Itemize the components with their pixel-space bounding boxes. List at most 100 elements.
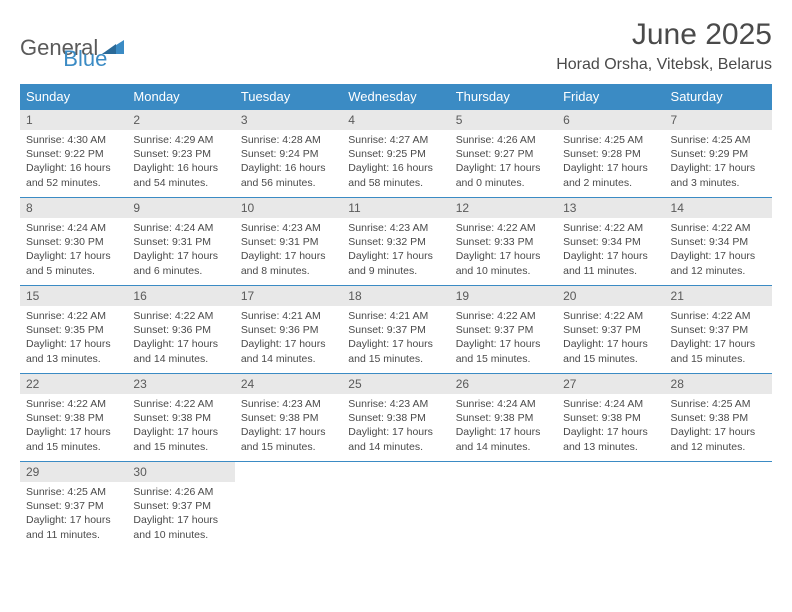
day-number: 23	[127, 374, 234, 394]
day-info: Sunrise: 4:22 AMSunset: 9:34 PMDaylight:…	[557, 218, 664, 284]
calendar-cell: 23Sunrise: 4:22 AMSunset: 9:38 PMDayligh…	[127, 374, 234, 462]
daylight-text: Daylight: 17 hours and 11 minutes.	[26, 513, 121, 541]
calendar-cell: 21Sunrise: 4:22 AMSunset: 9:37 PMDayligh…	[665, 286, 772, 374]
daylight-text: Daylight: 17 hours and 8 minutes.	[241, 249, 336, 277]
day-info: Sunrise: 4:23 AMSunset: 9:31 PMDaylight:…	[235, 218, 342, 284]
day-info: Sunrise: 4:22 AMSunset: 9:38 PMDaylight:…	[20, 394, 127, 460]
calendar-cell: 13Sunrise: 4:22 AMSunset: 9:34 PMDayligh…	[557, 198, 664, 286]
sunset-text: Sunset: 9:38 PM	[241, 411, 336, 425]
day-number: 10	[235, 198, 342, 218]
calendar-cell: 19Sunrise: 4:22 AMSunset: 9:37 PMDayligh…	[450, 286, 557, 374]
day-info: Sunrise: 4:30 AMSunset: 9:22 PMDaylight:…	[20, 130, 127, 196]
day-info: Sunrise: 4:22 AMSunset: 9:36 PMDaylight:…	[127, 306, 234, 372]
calendar-cell: 24Sunrise: 4:23 AMSunset: 9:38 PMDayligh…	[235, 374, 342, 462]
sunset-text: Sunset: 9:38 PM	[563, 411, 658, 425]
day-info: Sunrise: 4:25 AMSunset: 9:28 PMDaylight:…	[557, 130, 664, 196]
sunrise-text: Sunrise: 4:22 AM	[26, 309, 121, 323]
daylight-text: Daylight: 17 hours and 14 minutes.	[241, 337, 336, 365]
day-number: 16	[127, 286, 234, 306]
day-number: 17	[235, 286, 342, 306]
sunset-text: Sunset: 9:30 PM	[26, 235, 121, 249]
sunrise-text: Sunrise: 4:24 AM	[563, 397, 658, 411]
calendar-row: 22Sunrise: 4:22 AMSunset: 9:38 PMDayligh…	[20, 374, 772, 462]
day-number: 26	[450, 374, 557, 394]
daylight-text: Daylight: 17 hours and 5 minutes.	[26, 249, 121, 277]
logo-text-blue: Blue	[63, 46, 107, 72]
calendar-cell: 12Sunrise: 4:22 AMSunset: 9:33 PMDayligh…	[450, 198, 557, 286]
sunrise-text: Sunrise: 4:25 AM	[26, 485, 121, 499]
daylight-text: Daylight: 17 hours and 0 minutes.	[456, 161, 551, 189]
day-number: 18	[342, 286, 449, 306]
sunrise-text: Sunrise: 4:24 AM	[456, 397, 551, 411]
calendar-cell: 15Sunrise: 4:22 AMSunset: 9:35 PMDayligh…	[20, 286, 127, 374]
day-info: Sunrise: 4:21 AMSunset: 9:36 PMDaylight:…	[235, 306, 342, 372]
daylight-text: Daylight: 16 hours and 58 minutes.	[348, 161, 443, 189]
daylight-text: Daylight: 16 hours and 54 minutes.	[133, 161, 228, 189]
sunset-text: Sunset: 9:38 PM	[348, 411, 443, 425]
sunset-text: Sunset: 9:31 PM	[241, 235, 336, 249]
day-info: Sunrise: 4:23 AMSunset: 9:32 PMDaylight:…	[342, 218, 449, 284]
calendar-cell: 8Sunrise: 4:24 AMSunset: 9:30 PMDaylight…	[20, 198, 127, 286]
day-number: 4	[342, 110, 449, 130]
sunrise-text: Sunrise: 4:25 AM	[671, 397, 766, 411]
day-number: 13	[557, 198, 664, 218]
sunrise-text: Sunrise: 4:22 AM	[133, 309, 228, 323]
calendar-cell: 11Sunrise: 4:23 AMSunset: 9:32 PMDayligh…	[342, 198, 449, 286]
day-number: 20	[557, 286, 664, 306]
day-info: Sunrise: 4:27 AMSunset: 9:25 PMDaylight:…	[342, 130, 449, 196]
daylight-text: Daylight: 17 hours and 12 minutes.	[671, 425, 766, 453]
sunrise-text: Sunrise: 4:23 AM	[348, 397, 443, 411]
calendar-cell: 28Sunrise: 4:25 AMSunset: 9:38 PMDayligh…	[665, 374, 772, 462]
day-number: 6	[557, 110, 664, 130]
daylight-text: Daylight: 17 hours and 15 minutes.	[671, 337, 766, 365]
day-info: Sunrise: 4:24 AMSunset: 9:31 PMDaylight:…	[127, 218, 234, 284]
dayheader-wednesday: Wednesday	[342, 84, 449, 110]
day-number: 9	[127, 198, 234, 218]
sunset-text: Sunset: 9:38 PM	[456, 411, 551, 425]
sunrise-text: Sunrise: 4:22 AM	[133, 397, 228, 411]
calendar-table: Sunday Monday Tuesday Wednesday Thursday…	[20, 84, 772, 550]
daylight-text: Daylight: 17 hours and 15 minutes.	[133, 425, 228, 453]
sunrise-text: Sunrise: 4:22 AM	[671, 309, 766, 323]
day-info: Sunrise: 4:22 AMSunset: 9:37 PMDaylight:…	[665, 306, 772, 372]
calendar-cell: 22Sunrise: 4:22 AMSunset: 9:38 PMDayligh…	[20, 374, 127, 462]
sunrise-text: Sunrise: 4:23 AM	[241, 221, 336, 235]
calendar-cell: 29 Sunrise: 4:25 AMSunset: 9:37 PMDayligh…	[20, 462, 127, 550]
day-info: Sunrise: 4:29 AMSunset: 9:23 PMDaylight:…	[127, 130, 234, 196]
sunrise-text: Sunrise: 4:22 AM	[671, 221, 766, 235]
sunrise-text: Sunrise: 4:21 AM	[241, 309, 336, 323]
day-number: 29	[20, 462, 127, 482]
day-info: Sunrise: 4:24 AMSunset: 9:38 PMDaylight:…	[557, 394, 664, 460]
daylight-text: Daylight: 17 hours and 10 minutes.	[456, 249, 551, 277]
daylight-text: Daylight: 17 hours and 15 minutes.	[26, 425, 121, 453]
daylight-text: Daylight: 16 hours and 56 minutes.	[241, 161, 336, 189]
calendar-cell	[665, 462, 772, 550]
day-info: Sunrise: 4:21 AMSunset: 9:37 PMDaylight:…	[342, 306, 449, 372]
daylight-text: Daylight: 17 hours and 9 minutes.	[348, 249, 443, 277]
calendar-cell: 17Sunrise: 4:21 AMSunset: 9:36 PMDayligh…	[235, 286, 342, 374]
calendar-cell: 3Sunrise: 4:28 AMSunset: 9:24 PMDaylight…	[235, 110, 342, 198]
sunrise-text: Sunrise: 4:22 AM	[563, 309, 658, 323]
calendar-cell: 27Sunrise: 4:24 AMSunset: 9:38 PMDayligh…	[557, 374, 664, 462]
calendar-cell: 4Sunrise: 4:27 AMSunset: 9:25 PMDaylight…	[342, 110, 449, 198]
dayheader-saturday: Saturday	[665, 84, 772, 110]
day-info: Sunrise: 4:24 AMSunset: 9:30 PMDaylight:…	[20, 218, 127, 284]
sunset-text: Sunset: 9:34 PM	[563, 235, 658, 249]
calendar-cell: 14Sunrise: 4:22 AMSunset: 9:34 PMDayligh…	[665, 198, 772, 286]
sunset-text: Sunset: 9:37 PM	[26, 499, 121, 513]
sunset-text: Sunset: 9:32 PM	[348, 235, 443, 249]
sunset-text: Sunset: 9:34 PM	[671, 235, 766, 249]
sunrise-text: Sunrise: 4:27 AM	[348, 133, 443, 147]
day-info: Sunrise: 4:22 AMSunset: 9:38 PMDaylight:…	[127, 394, 234, 460]
day-info: Sunrise: 4:22 AMSunset: 9:35 PMDaylight:…	[20, 306, 127, 372]
daylight-text: Daylight: 17 hours and 3 minutes.	[671, 161, 766, 189]
day-number: 30	[127, 462, 234, 482]
sunset-text: Sunset: 9:31 PM	[133, 235, 228, 249]
calendar-cell: 10Sunrise: 4:23 AMSunset: 9:31 PMDayligh…	[235, 198, 342, 286]
day-number: 12	[450, 198, 557, 218]
sunrise-text: Sunrise: 4:24 AM	[26, 221, 121, 235]
day-number: 22	[20, 374, 127, 394]
sunset-text: Sunset: 9:33 PM	[456, 235, 551, 249]
daylight-text: Daylight: 17 hours and 14 minutes.	[456, 425, 551, 453]
day-header-row: Sunday Monday Tuesday Wednesday Thursday…	[20, 84, 772, 110]
